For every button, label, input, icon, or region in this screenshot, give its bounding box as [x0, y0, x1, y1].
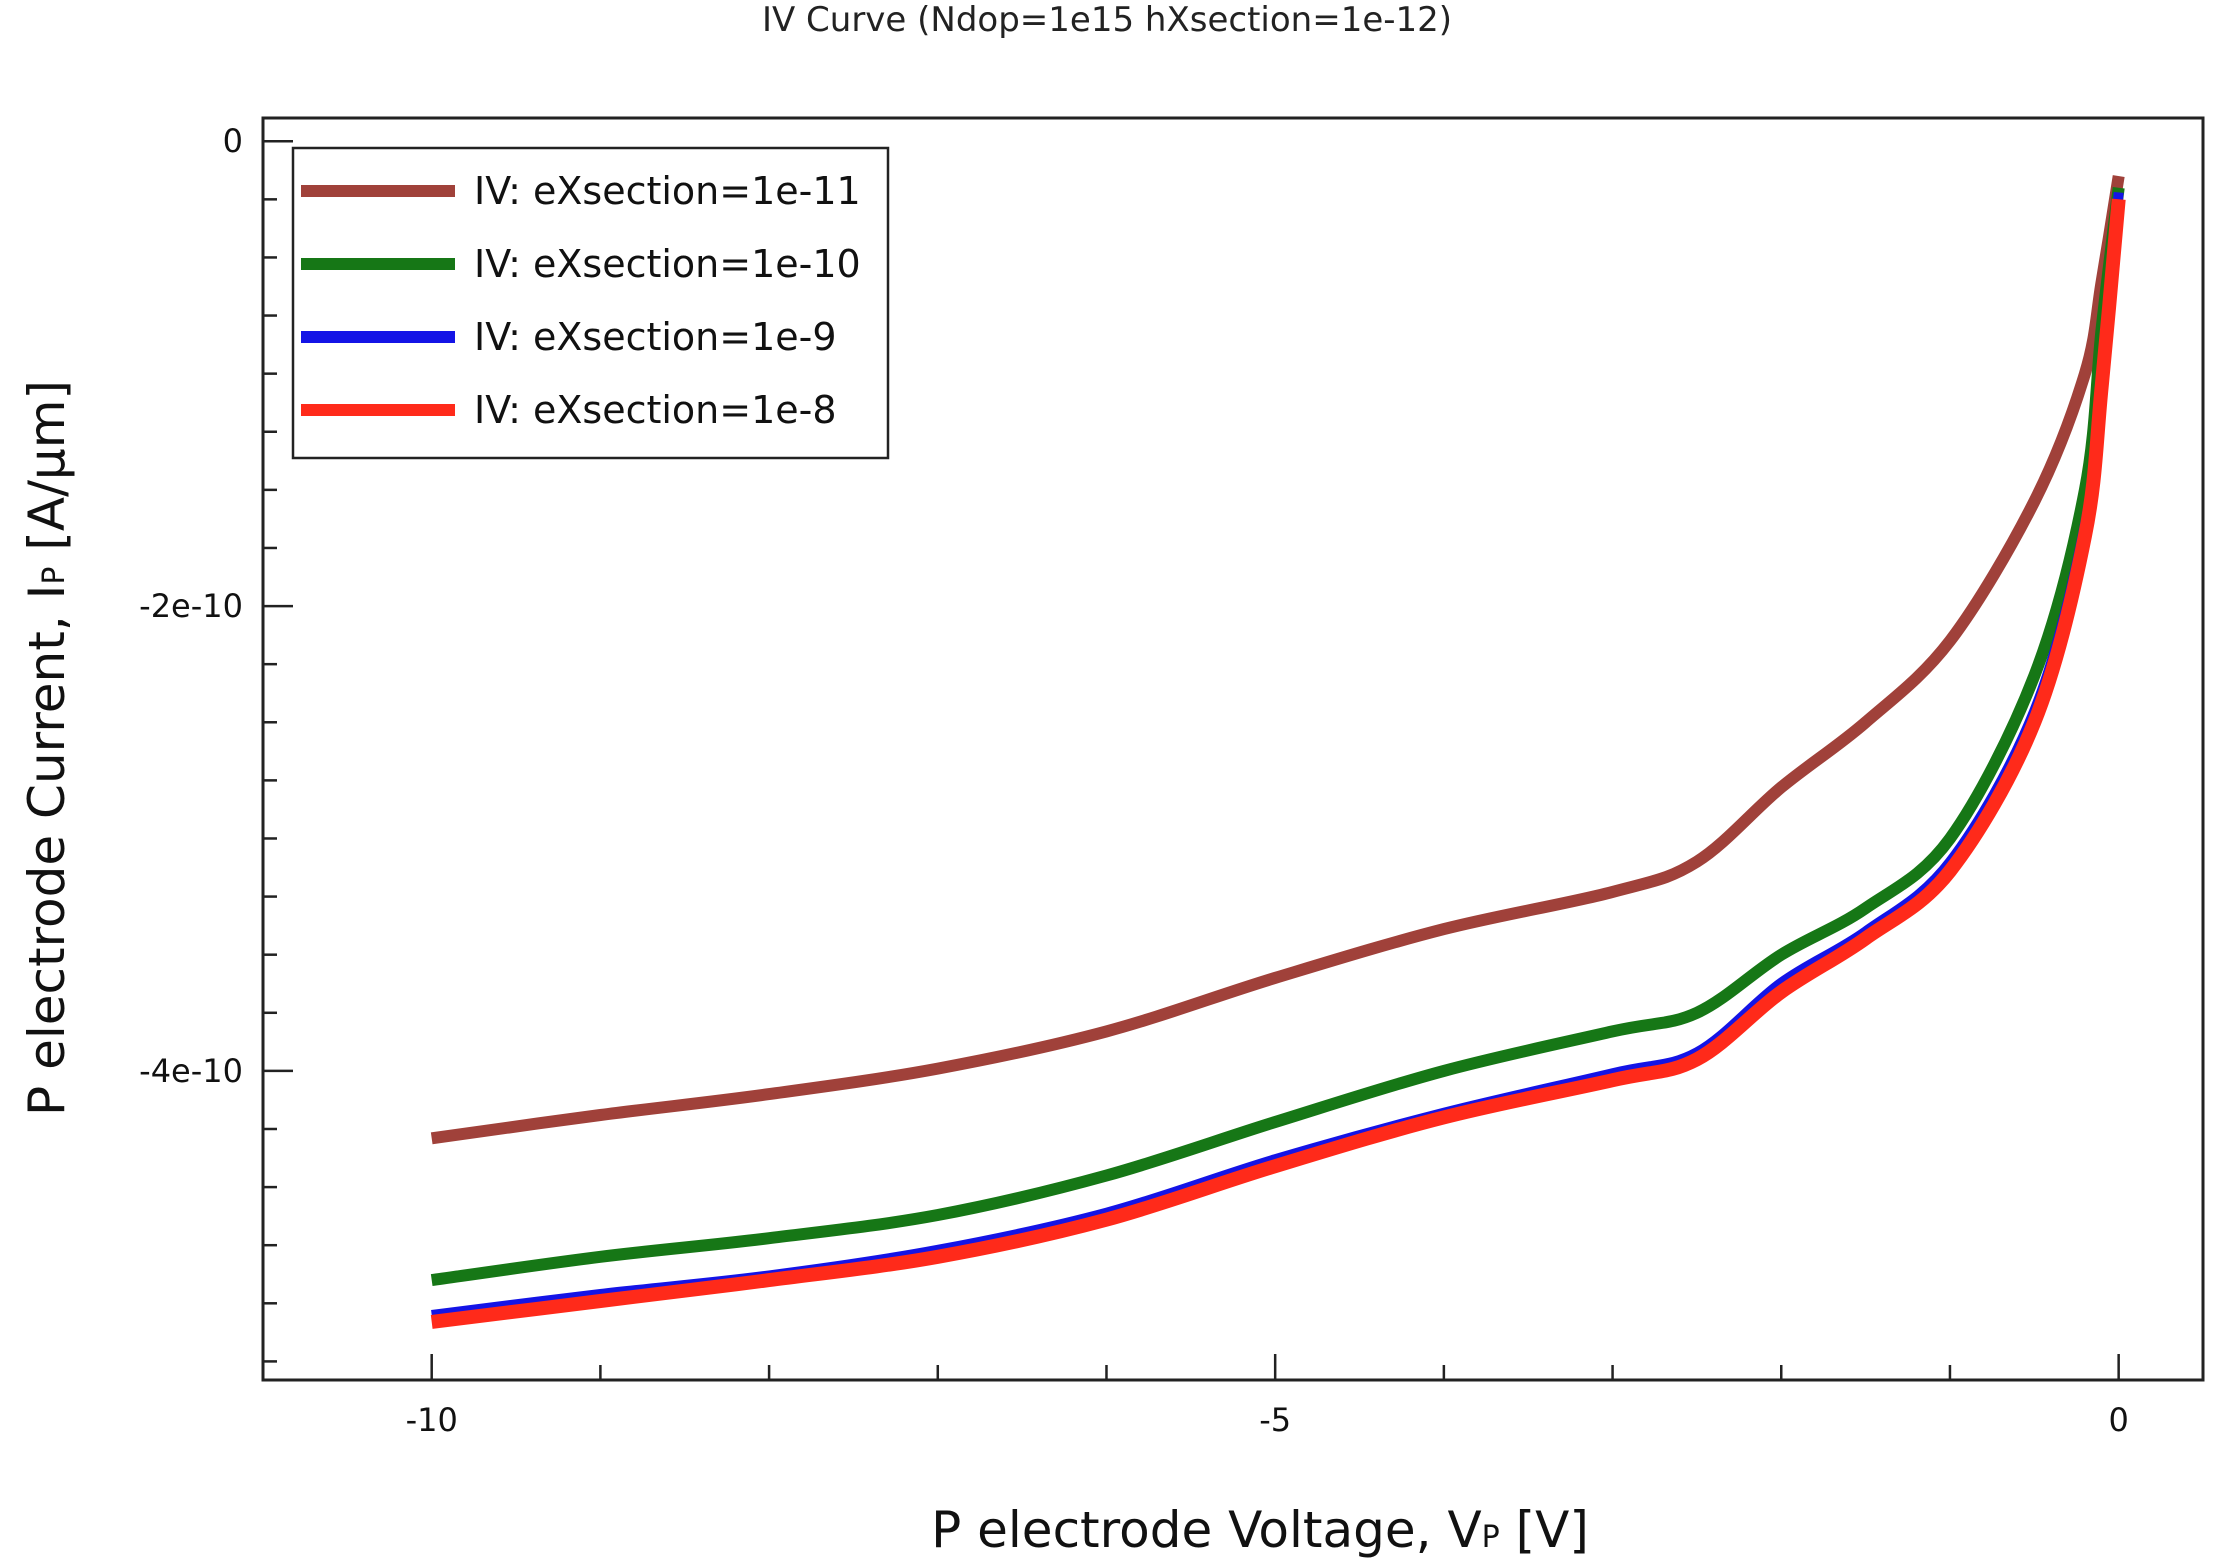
y-axis-ticks: 0 -2e-10 -4e-10 [139, 122, 293, 1363]
chart-title: IV Curve (Ndop=1e15 hXsection=1e-12) [762, 0, 1452, 40]
legend-items: IV: eXsection=1e-11 IV: eXsection=1e-10 IV… [301, 169, 861, 432]
series-line-4 [430, 198, 2126, 1329]
legend: IV: eXsection=1e-11 IV: eXsection=1e-10 IV… [291, 146, 890, 460]
y-axis-label-main: P electrode Current, I [18, 585, 76, 1116]
series-line-2 [430, 186, 2125, 1287]
plot-area: -10 -5 0 0 -2e-10 -4e-10 [139, 116, 2205, 1439]
x-tick-label: -5 [1259, 1401, 1291, 1439]
x-axis-label-main: P electrode Voltage, V [931, 1501, 1482, 1559]
y-tick-label: -2e-10 [139, 587, 243, 625]
x-axis-label-unit: [V] [1500, 1501, 1589, 1559]
y-tick-label: -4e-10 [139, 1052, 243, 1090]
x-axis-ticks: -10 -5 0 [261, 1354, 2129, 1439]
legend-label-3: IV: eXsection=1e-9 [474, 315, 837, 359]
series-lines [430, 175, 2126, 1329]
y-tick-label: 0 [223, 122, 243, 160]
series-line-1 [430, 175, 2125, 1145]
legend-label-4: IV: eXsection=1e-8 [474, 388, 837, 432]
x-axis-label-subscript: P [1482, 1520, 1500, 1555]
x-tick-label: 0 [2108, 1401, 2128, 1439]
x-tick-label: -10 [406, 1401, 458, 1439]
legend-label-2: IV: eXsection=1e-10 [474, 242, 861, 286]
y-axis-label: P electrode Current, IP [A/µm] [18, 380, 76, 1116]
y-axis-label-unit: [A/µm] [18, 380, 76, 566]
x-axis-label: P electrode Voltage, VP [V] [931, 1501, 1589, 1559]
legend-label-1: IV: eXsection=1e-11 [474, 169, 861, 213]
plot-frame [261, 116, 2205, 1382]
y-axis-label-subscript: P [37, 567, 72, 585]
